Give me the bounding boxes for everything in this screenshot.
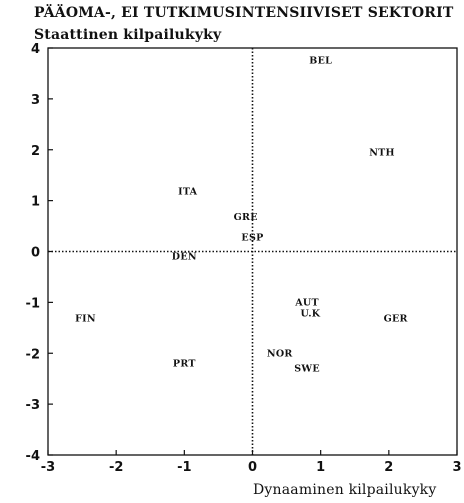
point-label-swe: SWE <box>294 364 320 375</box>
x-tick-label: 1 <box>316 460 325 475</box>
point-label-fin: FIN <box>75 314 96 325</box>
y-tick-label: 2 <box>31 144 40 159</box>
x-tick-label: 3 <box>452 460 461 475</box>
x-axis-label: Dynaaminen kilpailukyky <box>253 482 437 498</box>
point-label-prt: PRT <box>173 358 196 369</box>
reference-lines <box>48 48 457 455</box>
point-label-den: DEN <box>172 252 197 263</box>
x-tick-label: 0 <box>248 460 257 475</box>
point-label-bel: BEL <box>309 56 332 67</box>
y-tick-label: -1 <box>26 296 40 311</box>
y-axis: 4 3 2 1 0 -1 -2 -3 -4 <box>26 42 53 464</box>
y-tick-label: 3 <box>31 93 40 108</box>
point-label-aut: AUT <box>294 297 319 308</box>
x-axis: -3 -2 -1 0 1 2 3 <box>41 450 462 475</box>
y-tick-label: 1 <box>31 195 40 210</box>
x-tick-label: -2 <box>109 460 123 475</box>
x-tick-label: -1 <box>177 460 191 475</box>
y-tick-label: -3 <box>26 398 40 413</box>
point-label-gre: GRE <box>234 212 258 223</box>
y-tick-label: 4 <box>31 42 40 57</box>
point-label-nor: NOR <box>267 348 293 359</box>
y-tick-label: 0 <box>31 246 40 261</box>
x-tick-label: -3 <box>41 460 55 475</box>
point-label-uk: U.K <box>300 309 320 320</box>
x-tick-label: 2 <box>384 460 393 475</box>
point-label-ger: GER <box>384 314 408 325</box>
y-tick-label: -4 <box>26 449 40 464</box>
y-axis-label: Staattinen kilpailukyky <box>34 27 222 43</box>
point-label-nth: NTH <box>369 147 395 158</box>
point-label-ita: ITA <box>178 186 198 197</box>
point-label-esp: ESP <box>241 232 263 243</box>
y-tick-label: -2 <box>26 347 40 362</box>
chart-title: PÄÄOMA-, EI TUTKIMUSINTENSIIVISET SEKTOR… <box>34 5 454 21</box>
